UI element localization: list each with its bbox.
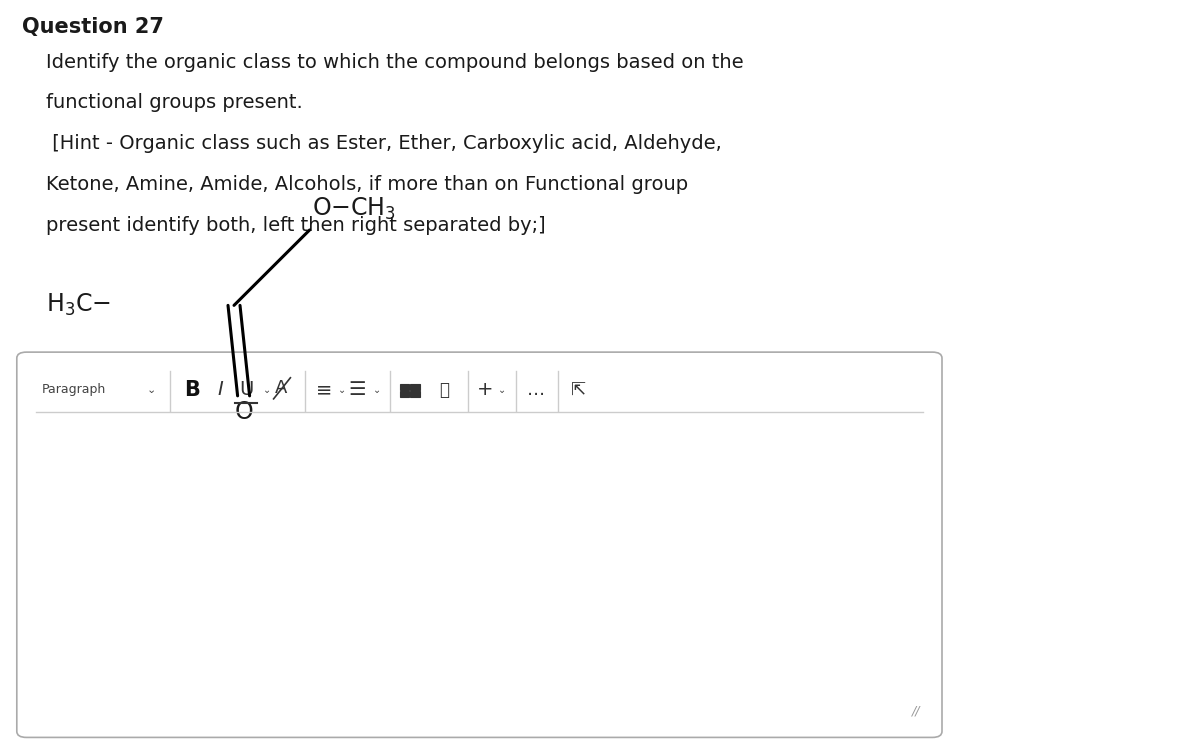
Text: ⌄: ⌄ [498, 385, 506, 395]
Text: I: I [218, 380, 223, 400]
Text: …: … [527, 381, 546, 399]
Text: +: + [476, 380, 493, 400]
Text: ⌄: ⌄ [263, 385, 271, 395]
Text: [Hint - Organic class such as Ester, Ether, Carboxylic acid, Aldehyde,: [Hint - Organic class such as Ester, Eth… [46, 134, 721, 153]
Text: Question 27: Question 27 [22, 17, 163, 37]
Text: B: B [184, 380, 200, 400]
Text: ⇱: ⇱ [571, 381, 586, 399]
Text: ⌄: ⌄ [338, 385, 347, 395]
Bar [400, 391, 409, 397]
Text: //: // [912, 705, 920, 718]
Text: Paragraph: Paragraph [42, 383, 107, 397]
Text: O$-$CH$_3$: O$-$CH$_3$ [312, 196, 396, 222]
Text: ⛓: ⛓ [439, 381, 449, 399]
Bar [400, 384, 409, 390]
Text: ☰: ☰ [349, 380, 366, 400]
Text: functional groups present.: functional groups present. [46, 93, 302, 112]
Text: present identify both, left then right separated by;]: present identify both, left then right s… [46, 216, 545, 234]
Bar [410, 384, 420, 390]
Text: Ketone, Amine, Amide, Alcohols, if more than on Functional group: Ketone, Amine, Amide, Alcohols, if more … [46, 175, 688, 194]
Bar [410, 391, 420, 397]
Text: ⌄: ⌄ [146, 385, 156, 395]
Text: ⌄: ⌄ [373, 385, 382, 395]
Text: A: A [275, 379, 287, 397]
Text: H$_3$C$-$: H$_3$C$-$ [46, 293, 110, 318]
Text: ≡: ≡ [316, 380, 332, 400]
Text: U: U [239, 380, 253, 400]
FancyBboxPatch shape [17, 352, 942, 737]
Text: O: O [234, 400, 253, 424]
Text: Identify the organic class to which the compound belongs based on the: Identify the organic class to which the … [46, 53, 743, 72]
